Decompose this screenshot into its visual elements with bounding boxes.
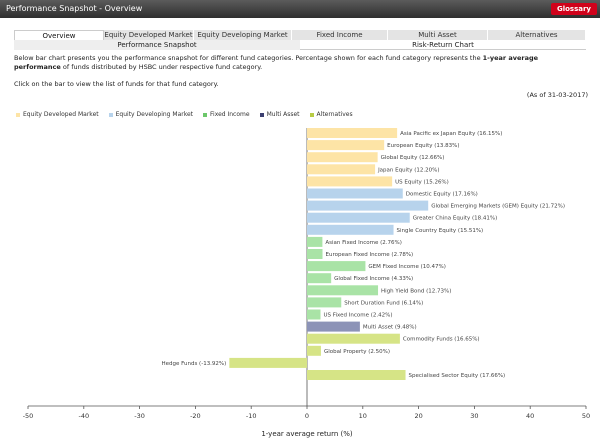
bar[interactable] [307,128,398,138]
bar[interactable] [307,309,321,320]
bar[interactable] [307,273,332,284]
bar-label: Japan Equity (12.20%) [377,167,440,173]
bar-label: Asian Fixed Income (2.76%) [325,240,402,246]
bar[interactable] [307,140,385,151]
x-tick-label: 40 [526,412,534,420]
description: Below bar chart presents you the perform… [14,54,586,89]
bar[interactable] [307,212,410,223]
bar[interactable] [307,176,393,187]
bar[interactable] [307,164,376,175]
legend-label: Multi Asset [266,111,300,118]
bar-label: Single Country Equity (15.51%) [397,228,484,234]
x-axis-title: 1-year average return (%) [261,430,353,438]
x-tick-label: -40 [78,412,89,420]
x-tick-label: -50 [23,412,34,420]
bar-label: Asia Pacific ex Japan Equity (16.15%) [400,131,502,137]
subtab-performance-snapshot[interactable]: Performance Snapshot [14,40,300,50]
x-tick-label: 50 [582,412,590,420]
tab-multi-asset[interactable]: Multi Asset [388,30,488,40]
legend-label: Equity Developing Market [115,111,194,118]
chart-legend: Equity Developed Market Equity Developin… [16,111,353,118]
description-text: Below bar chart presents you the perform… [14,54,483,62]
x-tick-label: 20 [414,412,422,420]
bar-label: Commodity Funds (16.65%) [403,337,480,343]
bar-label: GEM Fixed Income (10.47%) [368,264,445,270]
subtab-risk-return-chart[interactable]: Risk-Return Chart [412,41,474,49]
bar[interactable] [307,152,378,163]
x-tick-label: 10 [359,412,367,420]
bar-label: Global Emerging Markets (GEM) Equity (21… [431,204,565,210]
legend-item-equity-developed[interactable]: Equity Developed Market [16,111,99,118]
x-tick-label: 30 [470,412,478,420]
x-tick-label: -30 [134,412,145,420]
tab-fixed-income[interactable]: Fixed Income [292,30,388,40]
bar[interactable] [307,188,403,199]
bar[interactable] [307,224,394,235]
x-tick-label: -10 [246,412,257,420]
description-bold: 1-year average performance [14,54,539,71]
legend-label: Equity Developed Market [23,111,99,118]
category-tabs: Overview Equity Developed Market Equity … [14,30,586,40]
bar-label: European Fixed Income (2.78%) [326,252,414,258]
view-subtabs: Performance Snapshot Risk-Return Chart [14,40,586,50]
bar-label: Specialised Sector Equity (17.66%) [409,373,506,379]
legend-item-multi-asset[interactable]: Multi Asset [259,111,300,118]
legend-swatch-icon [16,112,20,117]
bar[interactable] [307,321,360,332]
bar[interactable] [307,285,379,296]
tab-equity-developed-market[interactable]: Equity Developed Market [104,30,194,40]
legend-swatch-icon [108,112,113,117]
legend-item-fixed-income[interactable]: Fixed Income [203,111,250,118]
legend-item-alternatives[interactable]: Alternatives [309,111,353,118]
bar-label: Hedge Funds (-13.92%) [161,361,226,367]
bar[interactable] [307,236,323,247]
bar[interactable] [307,345,321,356]
performance-bar-chart: Asia Pacific ex Japan Equity (16.15%) Eur… [23,128,590,438]
bar[interactable] [307,261,366,272]
bar-label: Domestic Equity (17.16%) [406,192,478,198]
bar[interactable] [307,333,400,344]
description-line-1: Below bar chart presents you the perform… [14,54,586,72]
bar-label: High Yield Bond (12.73%) [381,288,451,294]
bar[interactable] [307,249,323,259]
legend-swatch-icon [309,112,314,117]
bar-label: Short Duration Fund (6.14%) [344,300,423,306]
legend-item-equity-developing[interactable]: Equity Developing Market [108,111,194,118]
bar[interactable] [229,357,307,368]
legend-label: Fixed Income [210,111,250,118]
as-of-date: (As of 31-03-2017) [526,91,588,99]
bar-label: US Fixed Income (2.42%) [324,313,393,319]
x-tick-label: -20 [190,412,201,420]
page-title: Performance Snapshot - Overview [6,4,143,13]
tab-alternatives[interactable]: Alternatives [488,30,586,40]
bar-label: Multi Asset (9.48%) [363,325,417,331]
bar-label: Global Fixed Income (4.33%) [334,276,413,282]
tab-overview[interactable]: Overview [14,30,104,40]
bar-label: Global Property (2.50%) [324,349,390,355]
legend-label: Alternatives [316,111,353,118]
description-line-2: Click on the bar to view the list of fun… [14,80,219,88]
page-title-bar: Performance Snapshot - Overview Glossary [0,0,600,18]
description-text-suffix: of funds distributed by HSBC under respe… [60,63,263,71]
legend-swatch-icon [259,112,264,117]
tab-equity-developing-market[interactable]: Equity Developing Market [194,30,292,40]
x-tick-label: 0 [305,412,309,420]
bar-label: US Equity (15.26%) [395,179,449,185]
bar-label: European Equity (13.83%) [387,143,459,149]
bar[interactable] [307,200,429,211]
bar[interactable] [307,297,342,308]
legend-swatch-icon [203,112,208,117]
glossary-button[interactable]: Glossary [550,3,597,15]
bar-label: Global Equity (12.66%) [381,155,445,161]
bar-label: Greater China Equity (18.41%) [413,216,498,222]
bar[interactable] [307,370,406,380]
